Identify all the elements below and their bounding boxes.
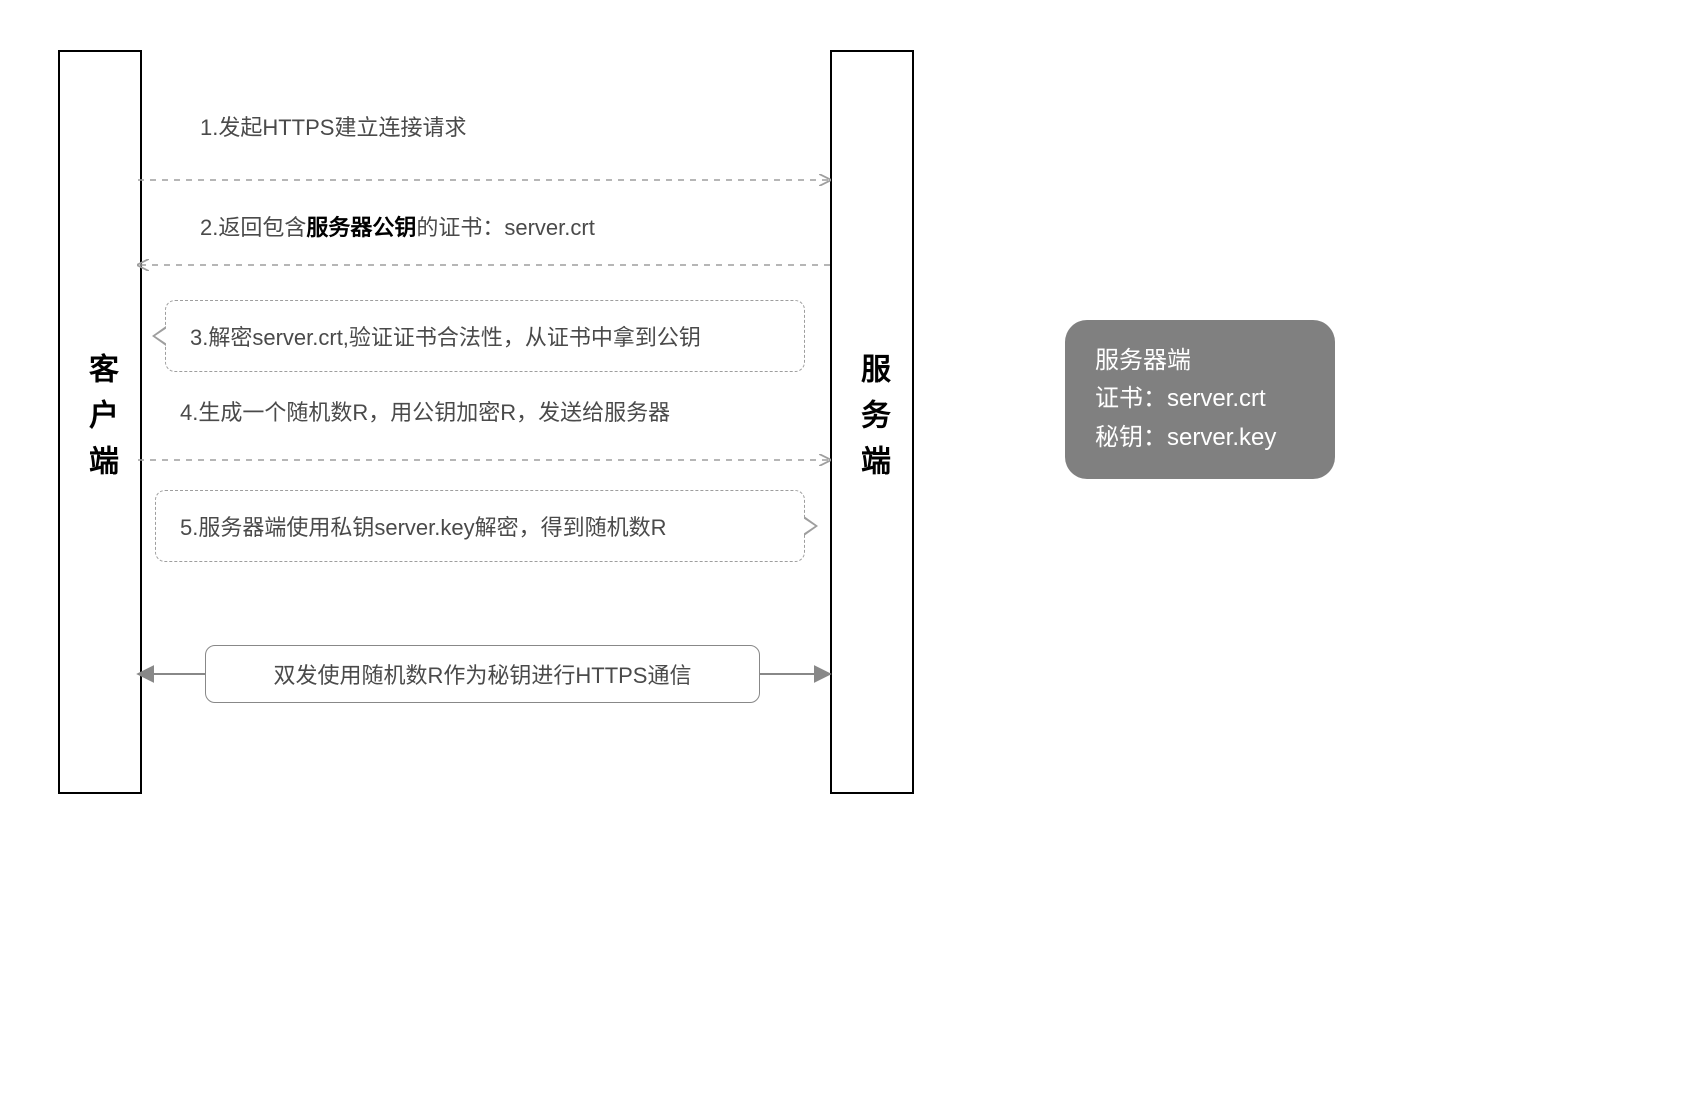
msg-label-1: 1.发起HTTPS建立连接请求 [200,110,466,142]
info-line-2: 证书：server.crt [1095,380,1305,418]
actor-client-label: 客户端 [78,353,122,491]
msg2-suffix: 的证书：server.crt [416,215,594,240]
server-info-panel: 服务器端 证书：server.crt 秘钥：server.key [1065,320,1335,479]
diagram-canvas: 客户端 服务端 1.发起HTTPS建立连接请求 2.返回包含服务器公钥的证书：s… [0,0,1702,1106]
msg2-bold: 服务器公钥 [306,215,416,240]
msg-label-4: 4.生成一个随机数R，用公钥加密R，发送给服务器 [180,395,670,427]
msg-label-2: 2.返回包含服务器公钥的证书：server.crt [200,210,595,242]
info-line-1: 服务器端 [1095,342,1305,380]
note-5-text: 5.服务器端使用私钥server.key解密，得到随机数R [180,510,667,542]
note-3-text: 3.解密server.crt,验证证书合法性，从证书中拿到公钥 [190,320,701,352]
final-message-text: 双发使用随机数R作为秘钥进行HTTPS通信 [273,658,691,690]
actor-client: 客户端 [58,50,142,794]
note-5: 5.服务器端使用私钥server.key解密，得到随机数R [155,490,805,562]
info-line-3: 秘钥：server.key [1095,419,1305,457]
actor-server: 服务端 [830,50,914,794]
actor-server-label: 服务端 [850,353,894,491]
note-3: 3.解密server.crt,验证证书合法性，从证书中拿到公钥 [165,300,805,372]
final-message-box: 双发使用随机数R作为秘钥进行HTTPS通信 [205,645,760,703]
msg2-prefix: 2.返回包含 [200,215,306,240]
